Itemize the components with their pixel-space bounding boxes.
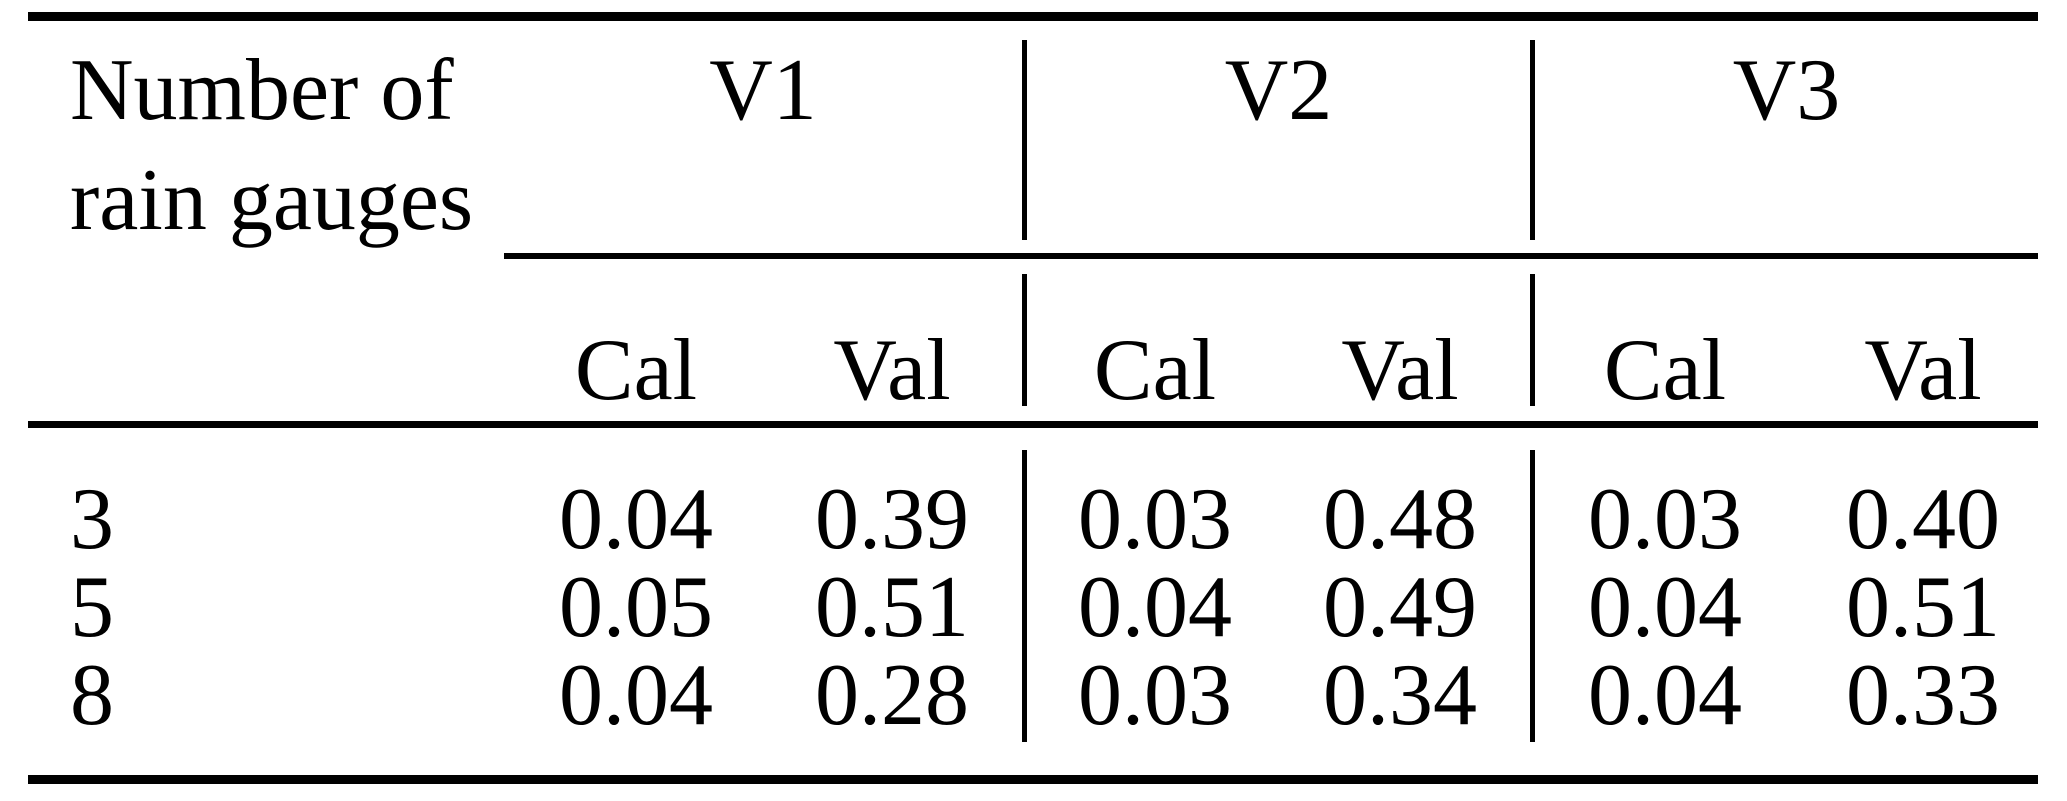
cell-v1-val: 0.51 [815,559,969,656]
top-rule [28,12,2038,21]
group-header-v2: V2 [1224,42,1333,139]
cell-v2-val: 0.34 [1323,647,1477,744]
row-label-gauges: 8 [70,647,114,744]
cell-v1-cal: 0.04 [559,471,713,568]
cell-v1-cal: 0.04 [559,647,713,744]
v1-v2-separator-header [1022,40,1027,240]
cell-v3-val: 0.51 [1846,559,2000,656]
cell-v2-cal: 0.04 [1078,559,1232,656]
cell-v1-val: 0.39 [815,471,969,568]
subheader-v2-cal: Cal [1093,322,1217,419]
group-header-v1: V1 [709,42,817,139]
v1-v2-separator-subheader [1022,274,1027,406]
header-body-rule [28,421,2038,428]
row-label-gauges: 5 [70,559,114,656]
subheader-v1-cal: Cal [574,322,698,419]
cell-v3-val: 0.33 [1846,647,2000,744]
cell-v1-cal: 0.05 [559,559,713,656]
subheader-v1-val: Val [833,322,951,419]
cell-v2-val: 0.49 [1323,559,1477,656]
v2-v3-separator-body [1530,450,1535,742]
subheader-v3-cal: Cal [1603,322,1727,419]
cell-v3-cal: 0.03 [1588,471,1742,568]
v2-v3-separator-subheader [1530,274,1535,406]
group-header-v3: V3 [1732,42,1841,139]
cell-v3-cal: 0.04 [1588,647,1742,744]
cell-v2-cal: 0.03 [1078,647,1232,744]
stub-header-line1: Number of [70,42,454,139]
cell-v3-val: 0.40 [1846,471,2000,568]
subheader-row: Cal Val Cal Val Cal Val [0,322,2067,419]
v1-v2-separator-body [1022,450,1027,742]
cell-v2-val: 0.48 [1323,471,1477,568]
subheader-v2-val: Val [1341,322,1459,419]
table-row: 3 0.04 0.39 0.03 0.48 0.03 0.40 [0,471,2067,568]
stub-header-line2: rain gauges [70,152,474,249]
table-row: 8 0.04 0.28 0.03 0.34 0.04 0.33 [0,647,2067,744]
subheader-v3-val: Val [1864,322,1982,419]
cell-v2-cal: 0.03 [1078,471,1232,568]
cell-v3-cal: 0.04 [1588,559,1742,656]
group-header-rule [504,253,2038,259]
cell-v1-val: 0.28 [815,647,969,744]
bottom-rule [28,775,2038,784]
table-row: 5 0.05 0.51 0.04 0.49 0.04 0.51 [0,559,2067,656]
stub-header: Number of rain gauges [70,36,473,256]
row-label-gauges: 3 [70,471,114,568]
v2-v3-separator-header [1530,40,1535,240]
